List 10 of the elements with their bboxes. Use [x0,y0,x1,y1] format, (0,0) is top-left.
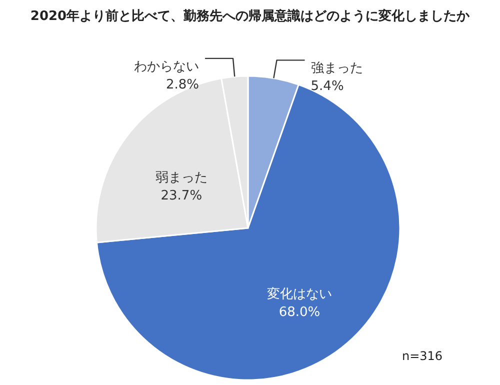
text: n=316 [402,349,443,363]
chart-title: 2020年より前と比べて、勤務先への帰属意識はどのように変化しましたか [30,8,471,24]
slice-label: 弱まった [155,170,208,186]
data-label: 23.7% [160,188,202,204]
slice-label: わからない [134,59,200,74]
slice-label: 変化はない [266,286,332,302]
data-label: 5.4% [310,79,344,94]
data-label: 68.0% [278,304,320,320]
slice-label: 強まった [310,61,363,76]
data-label: 2.8% [166,77,200,92]
